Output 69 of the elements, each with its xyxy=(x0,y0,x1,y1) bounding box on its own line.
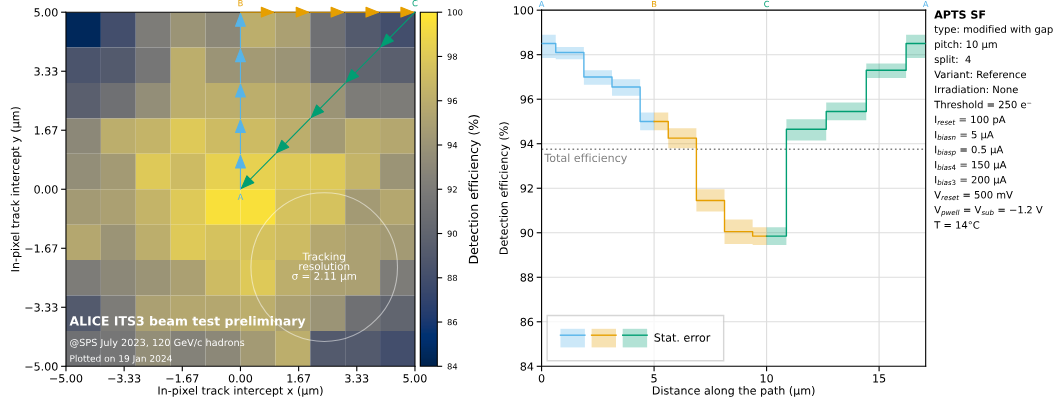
text: split: 4 xyxy=(934,55,971,66)
y-axis-title: In-pixel track intercept y (µm) xyxy=(10,107,22,272)
y-tick-label: 88 xyxy=(520,273,534,282)
color-bar-label: 92 xyxy=(447,186,457,193)
text: V$_{reset}$ = 500 mV xyxy=(934,190,1013,201)
x-tick-label: 5.00 xyxy=(403,374,427,383)
color-bar-label: 86 xyxy=(447,319,458,326)
color-bar-label: 94 xyxy=(447,141,458,149)
color-bar-label: 98 xyxy=(447,53,458,60)
text: B xyxy=(238,0,243,7)
x-tick-label: −1.67 xyxy=(166,374,199,383)
ref-line-label: Total efficiency xyxy=(544,153,628,165)
x-tick-label: 10 xyxy=(760,374,773,383)
y-tick-label: 96 xyxy=(520,95,534,104)
annotation: @SPS July 2023, 120 GeV/c hadrons xyxy=(70,338,245,348)
x-tick-label: 5 xyxy=(651,374,657,383)
text: Irradiation: None xyxy=(935,85,1018,94)
legend-label: Stat. error xyxy=(654,333,711,342)
annotation: A xyxy=(237,193,244,200)
y-tick-label: 100 xyxy=(513,6,534,15)
text: I$_{bias3}$ = 200 µA xyxy=(935,175,1007,186)
color-bar-label: 96 xyxy=(447,97,458,105)
x-tick-label: 3.33 xyxy=(345,374,369,383)
text: A xyxy=(922,0,929,8)
y-tick-label: 3.33 xyxy=(34,67,58,76)
color-bar-label: 84 xyxy=(447,363,458,370)
y-tick-label: 92 xyxy=(520,184,533,193)
annotation: Tracking resolution σ = 2.11 µm xyxy=(292,252,356,282)
y-tick-label: 84 xyxy=(520,362,534,371)
text: pitch: 10 µm xyxy=(935,40,997,50)
text: I$_{biasp}$ = 0.5 µA xyxy=(935,145,1004,157)
y-tick-label: −5.00 xyxy=(25,362,58,371)
text: APTS SF xyxy=(934,10,986,19)
color-bar-label: 100 xyxy=(447,9,463,16)
text: I$_{reset}$ = 100 pA xyxy=(935,115,1006,126)
x-tick-label: 0.00 xyxy=(228,374,253,383)
text: V$_{pwell}$ = V$_{sub}$ = −1.2 V xyxy=(934,205,1043,217)
text: A xyxy=(538,0,545,8)
y-tick-label: 98 xyxy=(520,50,534,60)
text: Threshold = 250 e⁻ xyxy=(934,100,1032,109)
y-tick-label: 86 xyxy=(520,317,534,327)
color-bar-label: 90 xyxy=(447,230,458,237)
color-bar-title: Detection efficiency (%) xyxy=(468,115,481,264)
x-tick-label: 15 xyxy=(873,374,886,383)
text: C xyxy=(412,0,418,7)
text: Variant: Reference xyxy=(934,70,1027,79)
text: I$_{bias4}$ = 150 µA xyxy=(935,160,1007,171)
text: T = 14°C xyxy=(934,221,980,229)
x-tick-label: 0 xyxy=(538,374,545,383)
y-tick-label: 94 xyxy=(520,139,534,149)
y-tick-label: −1.67 xyxy=(25,244,58,253)
y-tick-label: 90 xyxy=(520,228,534,238)
text: I$_{biasn}$ = 5 µA xyxy=(935,130,994,141)
y-tick-label: 0.00 xyxy=(34,185,58,194)
y-axis-title: Detection efficiency (%) xyxy=(499,122,510,255)
x-axis-title: Distance along the path (µm) xyxy=(652,386,815,397)
text: B xyxy=(652,0,657,8)
x-tick-label: 1.67 xyxy=(287,374,311,383)
text: type: modified with gap xyxy=(934,25,1053,35)
y-tick-label: 1.67 xyxy=(34,126,58,135)
y-tick-label: 5.00 xyxy=(34,8,58,17)
y-tick-label: −3.33 xyxy=(25,303,58,312)
x-tick-label: −3.33 xyxy=(108,374,141,383)
x-tick-label: −5.00 xyxy=(50,374,83,383)
color-bar-label: 88 xyxy=(447,274,458,282)
annotation: Plotted on 19 Jan 2024 xyxy=(70,354,172,364)
annotation: ALICE ITS3 beam test preliminary xyxy=(69,315,306,329)
text: C xyxy=(764,0,770,8)
x-axis-title: In-pixel track intercept x (µm) xyxy=(158,386,323,397)
